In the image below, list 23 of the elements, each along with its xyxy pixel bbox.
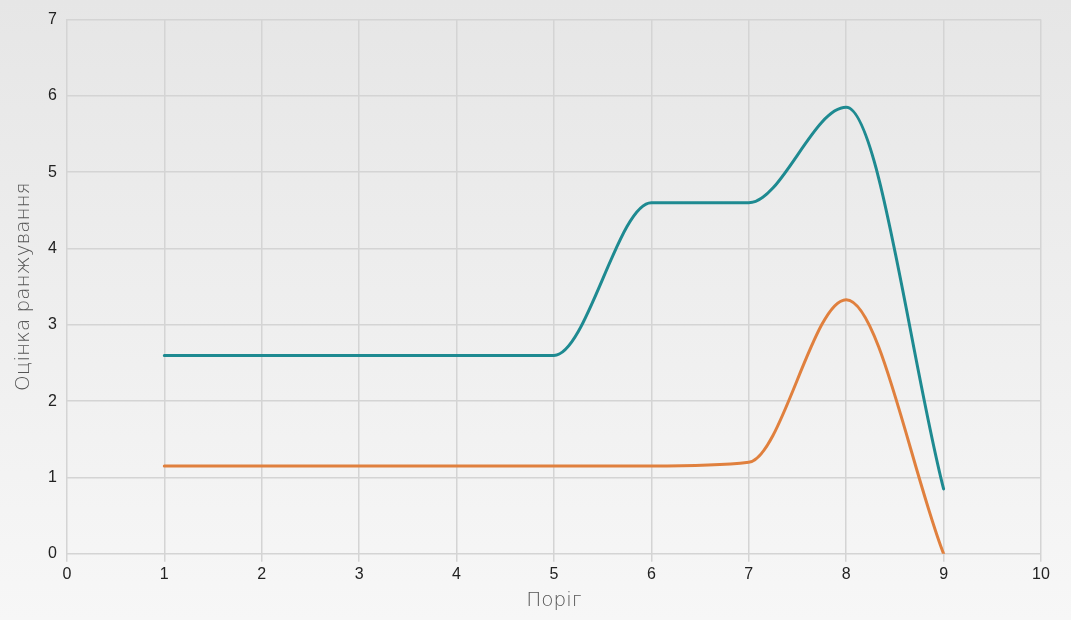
x-tick-label: 3 (354, 564, 364, 582)
x-tick-label: 5 (549, 564, 559, 582)
y-tick-label: 0 (47, 544, 57, 562)
x-tick-label: 1 (159, 564, 169, 582)
y-tick-label: 2 (47, 391, 57, 409)
x-tick-label: 7 (744, 564, 754, 582)
y-tick-label: 3 (47, 315, 57, 333)
x-tick-label: 10 (1032, 564, 1050, 582)
x-tick-label: 6 (646, 564, 656, 582)
y-axis-title: Оцінка ранжування (10, 182, 35, 391)
x-tick-label: 4 (452, 564, 462, 582)
y-tick-label: 6 (47, 86, 57, 104)
y-tick-label: 7 (47, 10, 57, 28)
line-series (162, 105, 946, 491)
y-tick-label: 5 (47, 162, 57, 180)
x-tick-label: 9 (939, 564, 949, 582)
y-tick-label: 1 (47, 467, 57, 485)
x-tick-label: 8 (841, 564, 851, 582)
line-series (162, 298, 946, 554)
y-tick-label: 4 (47, 238, 57, 256)
x-tick-label: 0 (62, 564, 72, 582)
x-axis-title: Поріг (526, 587, 582, 612)
x-tick-label: 2 (257, 564, 267, 582)
